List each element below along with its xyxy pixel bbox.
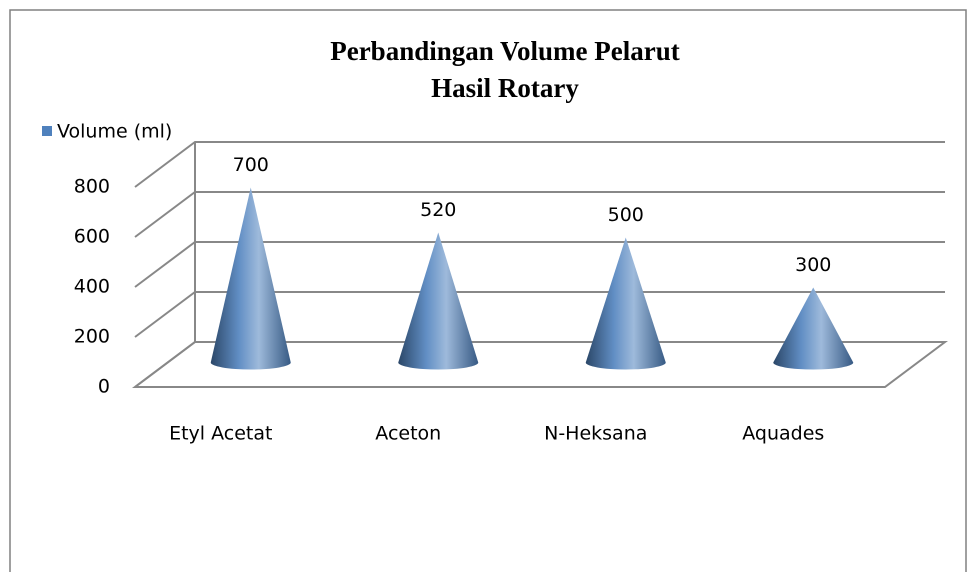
data-label: 520 [420,199,456,221]
legend-swatch [42,126,52,136]
grid-line [134,191,945,238]
y-tick-label: 800 [74,176,110,198]
y-tick-label: 0 [98,376,110,398]
y-tick-label: 200 [74,326,110,348]
chart-border [9,9,967,572]
cone [773,287,854,370]
grid-line [134,341,945,388]
data-label: 500 [608,204,644,226]
grid-line [134,241,945,288]
legend-label: Volume (ml) [57,121,172,143]
x-tick-label: Aquades [742,423,824,445]
chart-title: Hasil Rotary [431,73,579,103]
x-tick-label: Aceton [375,423,441,445]
chart-title: Perbandingan Volume Pelarut [330,36,680,66]
cone [210,187,291,370]
data-label: 700 [233,154,269,176]
cone [585,237,666,370]
x-tick-label: N-Heksana [544,423,647,445]
x-tick-label: Etyl Acetat [169,423,272,445]
grid-line [134,291,945,338]
y-tick-label: 400 [74,276,110,298]
data-label: 300 [795,254,831,276]
y-tick-label: 600 [74,226,110,248]
cone [398,232,479,370]
grid-line [134,141,945,188]
